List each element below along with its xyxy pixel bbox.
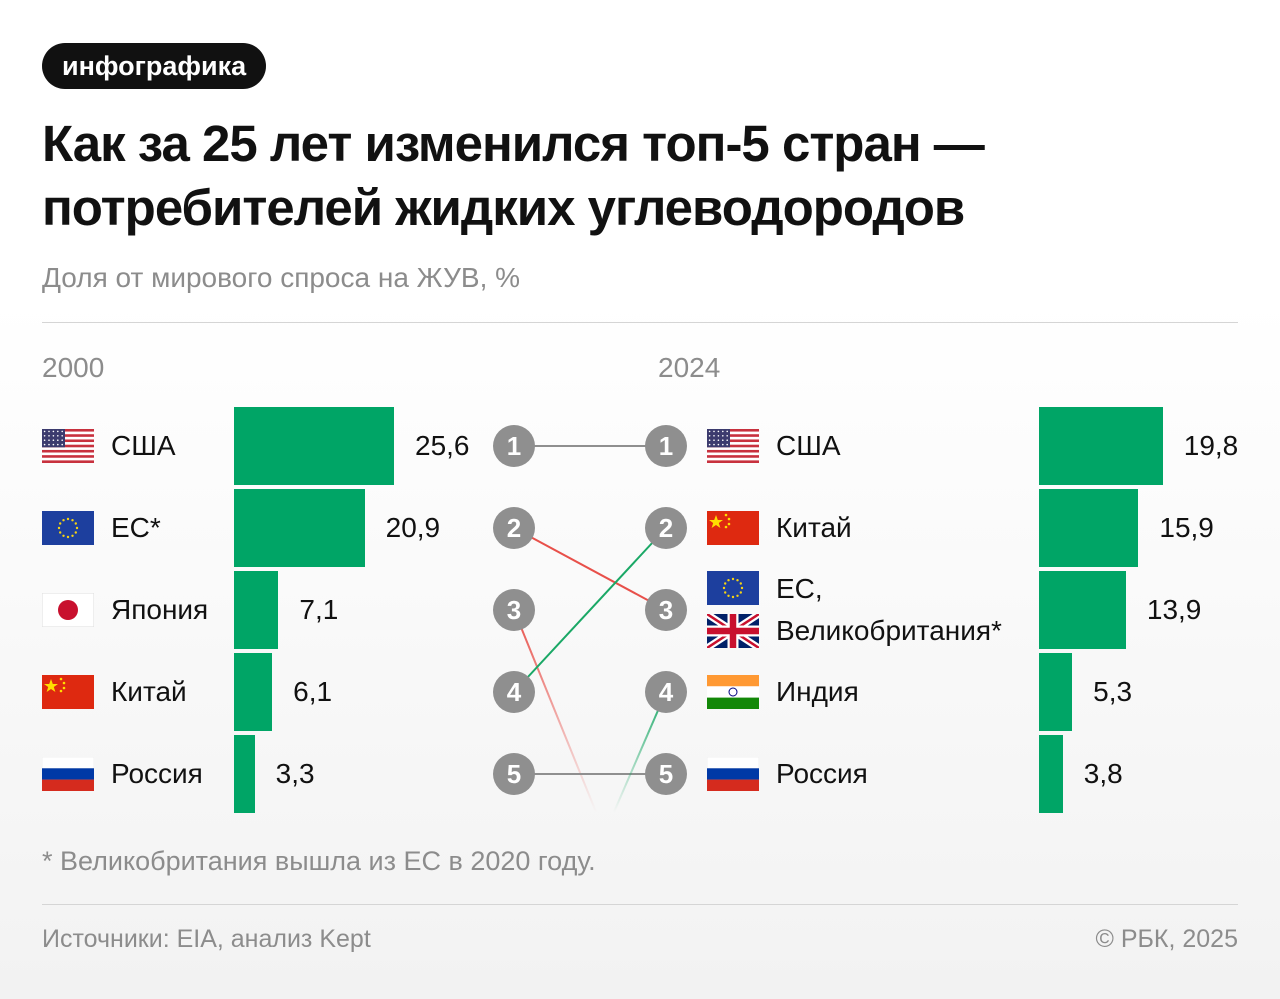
value-label: 15,9 — [1159, 512, 1214, 543]
us-flag-icon — [707, 429, 759, 464]
country-label: ЕС, Великобритания* — [776, 573, 1002, 646]
rank-number: 2 — [507, 513, 521, 543]
value-label: 25,6 — [415, 430, 470, 461]
rank-circle-2000: 3 — [493, 589, 535, 631]
rank-number: 4 — [659, 677, 674, 707]
country-label: Россия — [776, 758, 868, 789]
value-label: 3,8 — [1083, 758, 1123, 789]
eu-flag-icon — [42, 511, 94, 545]
country-label: США — [776, 430, 841, 461]
bar — [1039, 653, 1073, 731]
india-flag-icon — [707, 675, 759, 709]
value-label: 5,3 — [1093, 676, 1133, 707]
rank-circle-2024: 5 — [645, 753, 687, 795]
rank-circle-2000: 1 — [493, 425, 535, 467]
bar — [234, 571, 279, 649]
rank-number: 5 — [507, 759, 521, 789]
china-flag-icon — [42, 675, 94, 709]
copyright-text: © РБК, 2025 — [1095, 925, 1238, 953]
year-label-2000: 2000 — [42, 352, 105, 383]
bar — [234, 489, 365, 567]
rank-circle-2024: 2 — [645, 507, 687, 549]
rank-change-line — [513, 527, 667, 693]
rank-circle-2000: 2 — [493, 507, 535, 549]
value-label: 6,1 — [293, 676, 333, 707]
bar — [234, 735, 255, 813]
rank-change-line — [513, 527, 667, 611]
rank-circle-2024: 3 — [645, 589, 687, 631]
value-label: 13,9 — [1146, 594, 1202, 625]
rank-circle-2024: 1 — [645, 425, 687, 467]
rank-number: 2 — [659, 513, 673, 543]
bar — [234, 407, 394, 485]
country-label: Китай — [776, 512, 852, 543]
bar — [1039, 735, 1063, 813]
country-label: ЕС* — [111, 512, 161, 543]
china-flag-icon — [707, 511, 759, 545]
country-label: Китай — [111, 676, 187, 707]
bar — [1039, 407, 1163, 485]
source-text: Источники: EIA, анализ Kept — [42, 925, 371, 953]
japan-flag-icon — [41, 592, 95, 628]
footnote: * Великобритания вышла из ЕС в 2020 году… — [42, 846, 596, 876]
country-label: США — [111, 430, 176, 461]
year-label-2024: 2024 — [658, 352, 721, 383]
us-flag-icon — [42, 429, 94, 464]
rank-circle-2000: 4 — [493, 671, 535, 713]
rank-change-line — [513, 609, 597, 813]
eu-flag-icon — [707, 571, 759, 605]
country-label: Япония — [111, 594, 209, 625]
bottom-divider — [42, 904, 1238, 905]
rank-number: 1 — [659, 431, 673, 461]
value-label: 19,8 — [1183, 430, 1239, 461]
bar — [1039, 571, 1126, 649]
top-divider — [42, 322, 1238, 323]
bar — [1039, 489, 1139, 567]
rank-circle-2024: 4 — [645, 671, 687, 713]
rank-circle-2000: 5 — [493, 753, 535, 795]
bar — [234, 653, 273, 731]
infographic-badge: инфографика — [42, 43, 267, 89]
chart-title: Как за 25 лет изменился топ-5 стран — по… — [42, 115, 985, 236]
value-label: 7,1 — [299, 594, 339, 625]
country-label: Россия — [111, 758, 203, 789]
value-label: 3,3 — [275, 758, 315, 789]
country-label: Индия — [776, 676, 859, 707]
rank-change-line — [613, 691, 667, 813]
rank-number: 4 — [507, 677, 522, 707]
rank-number: 1 — [507, 431, 521, 461]
rank-number: 5 — [659, 759, 673, 789]
rank-number: 3 — [507, 595, 521, 625]
rank-number: 3 — [659, 595, 673, 625]
uk-flag-icon — [705, 611, 761, 651]
chart-subtitle: Доля от мирового спроса на ЖУВ, % — [42, 262, 521, 293]
value-label: 20,9 — [385, 512, 441, 543]
